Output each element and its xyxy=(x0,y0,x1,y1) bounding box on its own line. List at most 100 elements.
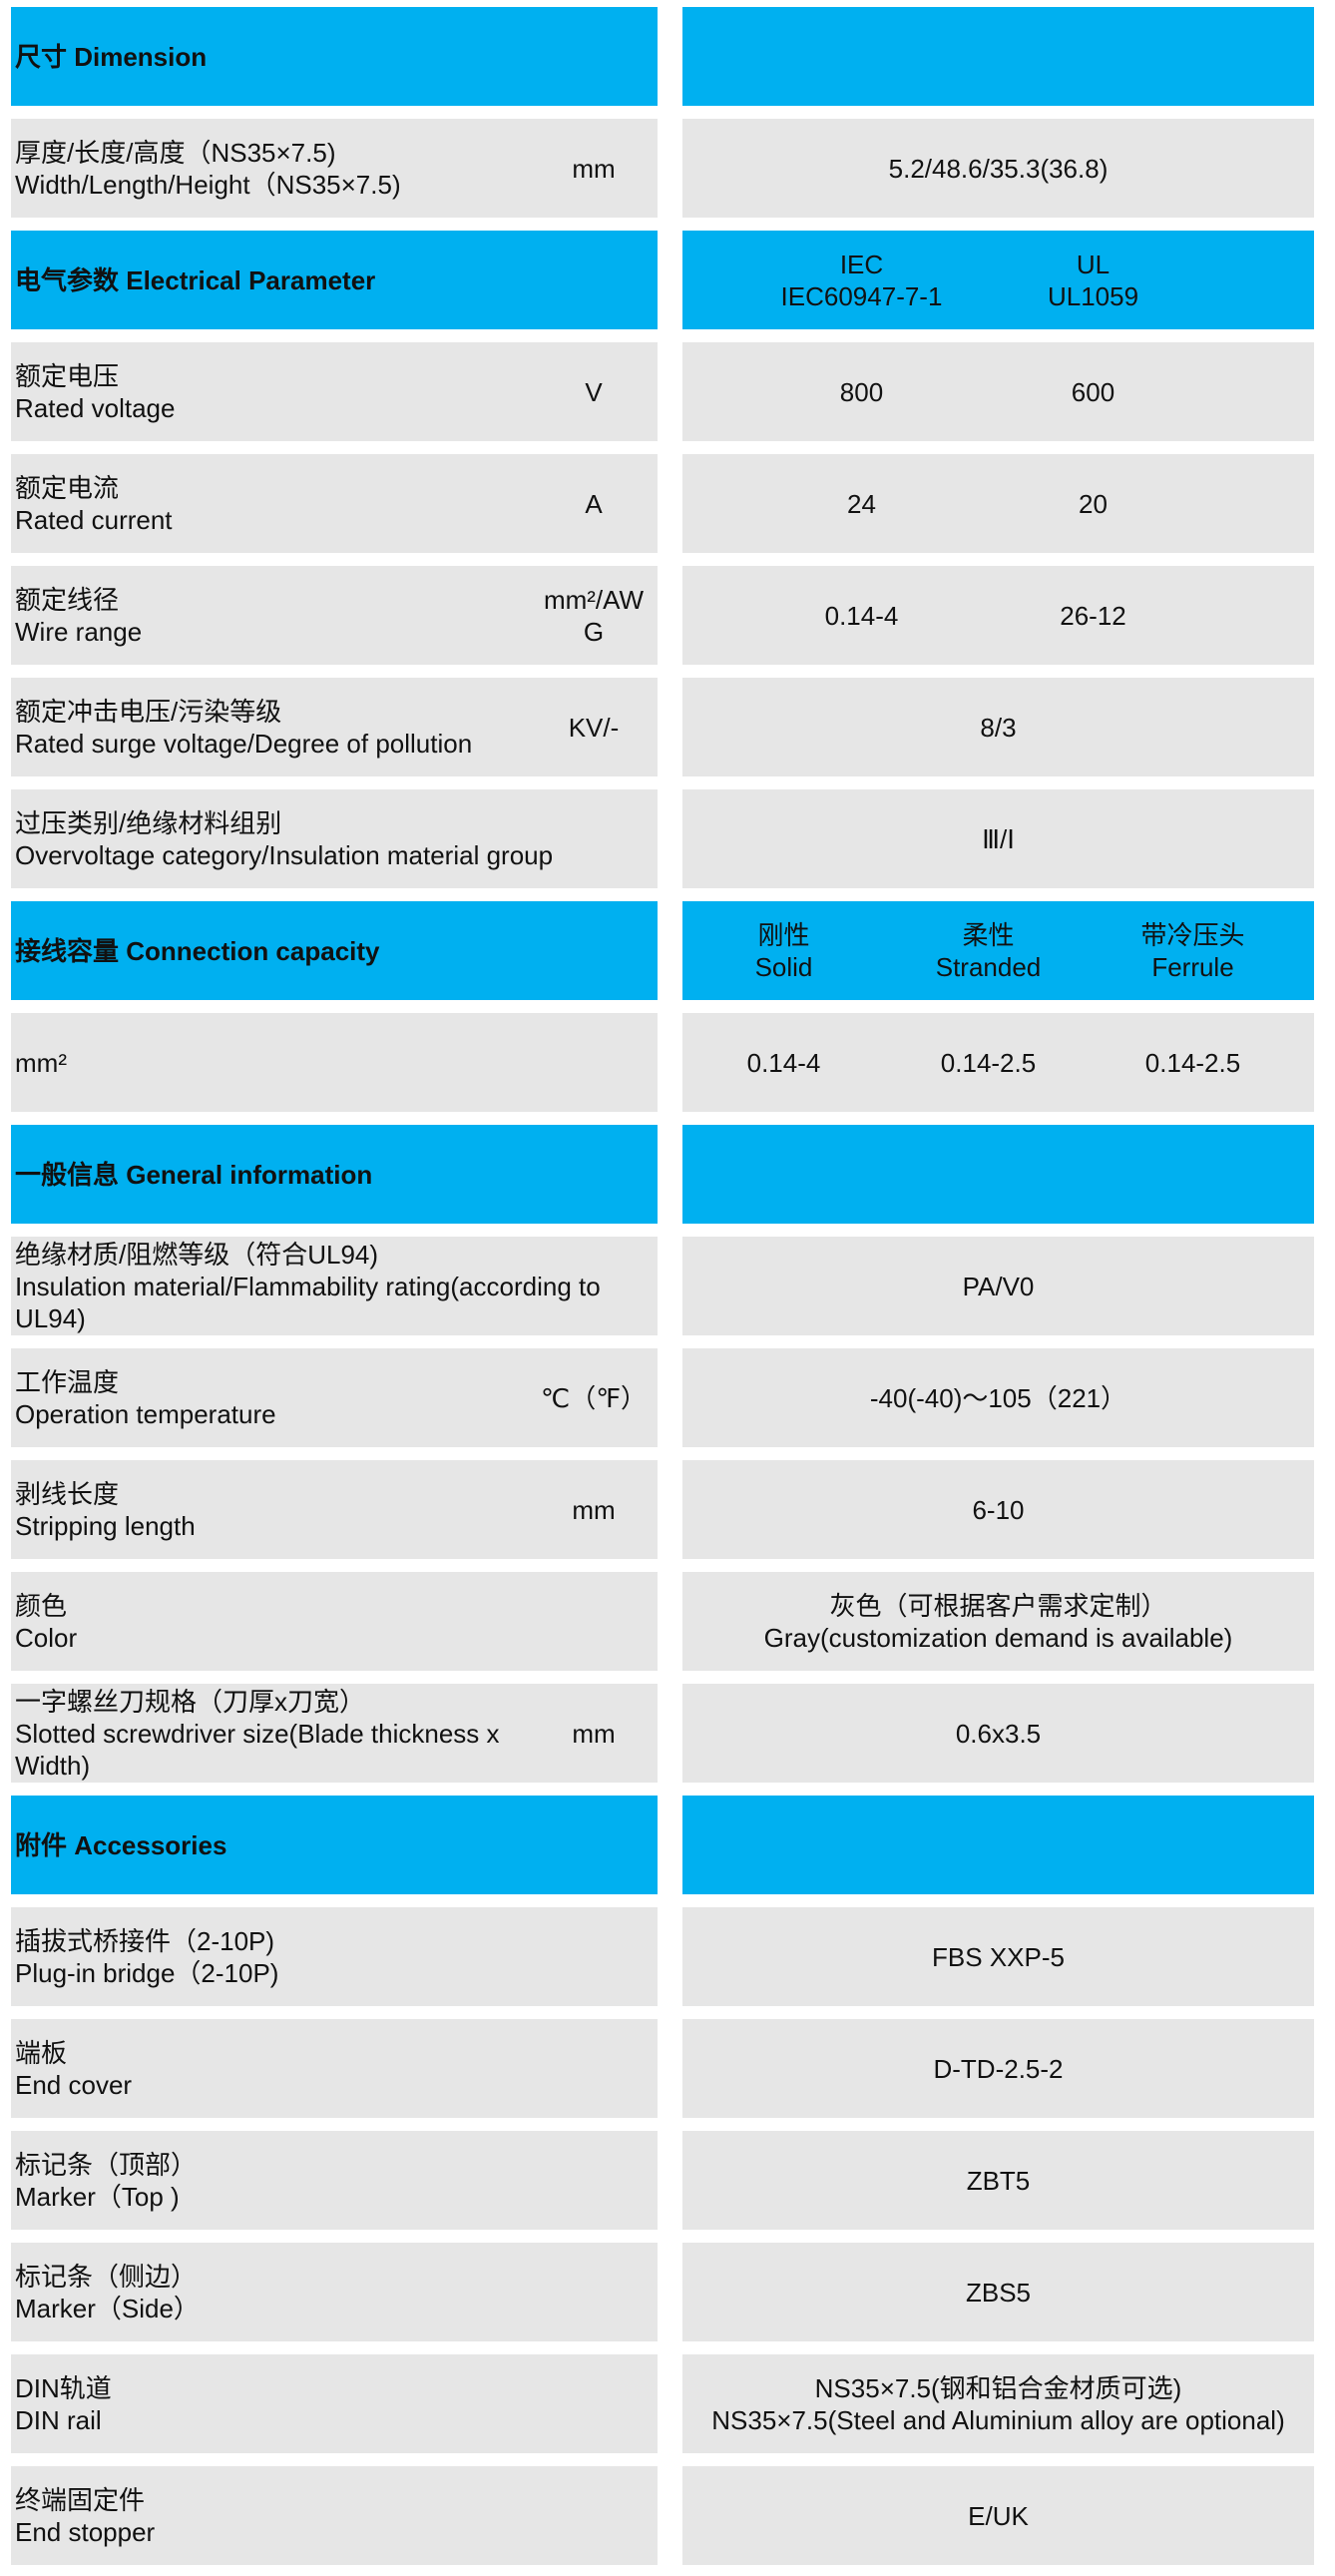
row-label: 过压类别/绝缘材料组别 Overvoltage category/Insulati… xyxy=(15,807,644,871)
unit-label: mm xyxy=(572,1718,616,1749)
label-line: 标记条（顶部） xyxy=(15,2149,198,2180)
label-line: End stopper xyxy=(15,2516,156,2547)
table-row: 一字螺丝刀规格（刀厚x刀宽） Slotted screwdriver size(B… xyxy=(0,1684,1335,1783)
value-column: 5.2/48.6/35.3(36.8) xyxy=(682,153,1314,185)
label-line: 标记条（侧边） xyxy=(15,2261,198,2292)
value-line: FBS XXP-5 xyxy=(932,1941,1065,1972)
row-label: 额定线径 Wire range xyxy=(15,584,524,648)
value-column: 26-12 xyxy=(979,600,1208,632)
unit-label: mm²/AWG xyxy=(543,584,645,647)
row-label: 额定冲击电压/污染等级 Rated surge voltage/Degree of… xyxy=(15,696,524,760)
value-column: 0.14-2.5 xyxy=(1091,1047,1295,1079)
row-value-cell: -40(-40)～105（221） xyxy=(682,1348,1314,1447)
value-column: 刚性 Solid xyxy=(681,919,886,983)
row-label-cell: 接线容量 Connection capacity xyxy=(11,901,658,1000)
table-row: 额定线径 Wire range mm²/AWG 0.14-4 26-12 xyxy=(0,566,1335,665)
label-line: Plug-in bridge（2-10P) xyxy=(15,1957,279,1988)
row-value-cell: 0.14-4 26-12 xyxy=(682,566,1314,665)
value-column: ZBT5 xyxy=(682,2165,1314,2197)
row-value-cell: NS35×7.5(钢和铝合金材质可选) NS35×7.5(Steel and Al… xyxy=(682,2354,1314,2453)
label-line: 尺寸 Dimension xyxy=(15,41,208,72)
row-value-cell: 5.2/48.6/35.3(36.8) xyxy=(682,119,1314,218)
section-header-row: 尺寸 Dimension xyxy=(0,7,1335,106)
value-columns: 0.14-4 0.14-2.5 0.14-2.5 xyxy=(682,1013,1314,1112)
value-line: E/UK xyxy=(968,2500,1029,2531)
value-line: 5.2/48.6/35.3(36.8) xyxy=(888,153,1109,184)
label-line: 工作温度 xyxy=(15,1366,120,1397)
row-value-cell: IEC IEC60947-7-1 UL UL1059 xyxy=(682,231,1314,329)
row-label-cell: 额定电压 Rated voltage V xyxy=(11,342,658,441)
row-value-cell: ZBT5 xyxy=(682,2131,1314,2230)
row-label-cell: 过压类别/绝缘材料组别 Overvoltage category/Insulati… xyxy=(11,789,658,888)
value-columns: E/UK xyxy=(682,2466,1314,2565)
value-line: Ⅲ/Ⅰ xyxy=(982,823,1015,854)
label-line: 额定电流 xyxy=(15,472,120,503)
row-label-cell: 工作温度 Operation temperature ℃（℉） xyxy=(11,1348,658,1447)
value-column: PA/V0 xyxy=(682,1271,1314,1302)
label-line: 颜色 xyxy=(15,1590,68,1621)
table-row: 绝缘材质/阻燃等级（符合UL94) Insulation material/Fla… xyxy=(0,1237,1335,1335)
row-label: 尺寸 Dimension xyxy=(15,41,644,73)
value-columns: 24 20 xyxy=(682,454,1314,553)
label-line: Color xyxy=(15,1622,78,1653)
value-line: 0.14-4 xyxy=(746,1047,821,1078)
value-line: 6-10 xyxy=(972,1494,1025,1525)
section-header-row: 电气参数 Electrical Parameter IEC IEC60947-7-1… xyxy=(0,231,1335,329)
row-label-cell: 终端固定件 End stopper xyxy=(11,2466,658,2565)
label-line: Insulation material/Flammability rating(… xyxy=(15,1271,601,1333)
row-label: 接线容量 Connection capacity xyxy=(15,935,644,967)
label-line: 附件 Accessories xyxy=(15,1829,227,1860)
label-line: 剥线长度 xyxy=(15,1478,120,1509)
value-line: UL1059 xyxy=(1047,280,1139,311)
row-label: 一字螺丝刀规格（刀厚x刀宽） Slotted screwdriver size(B… xyxy=(15,1686,524,1782)
row-value-cell: 0.14-4 0.14-2.5 0.14-2.5 xyxy=(682,1013,1314,1112)
value-column: 600 xyxy=(979,376,1208,408)
value-line: 带冷压头 xyxy=(1140,919,1245,950)
value-columns: 0.6x3.5 xyxy=(682,1684,1314,1783)
value-columns: 6-10 xyxy=(682,1460,1314,1559)
value-column: ZBS5 xyxy=(682,2277,1314,2309)
row-label: mm² xyxy=(15,1047,644,1079)
label-line: Marker（Top ) xyxy=(15,2181,180,2212)
row-value-cell: E/UK xyxy=(682,2466,1314,2565)
value-line: IEC xyxy=(839,249,884,279)
value-columns: PA/V0 xyxy=(682,1237,1314,1335)
unit-label: V xyxy=(585,376,603,407)
table-row: 厚度/长度/高度（NS35×7.5) Width/Length/Height（NS… xyxy=(0,119,1335,218)
label-line: 插拔式桥接件（2-10P) xyxy=(15,1925,275,1956)
value-columns: -40(-40)～105（221） xyxy=(682,1348,1314,1447)
value-line: UL xyxy=(1076,249,1111,279)
row-value-cell: 6-10 xyxy=(682,1460,1314,1559)
value-line: ZBT5 xyxy=(966,2165,1031,2196)
row-value-cell: 0.6x3.5 xyxy=(682,1684,1314,1783)
value-column: 带冷压头 Ferrule xyxy=(1091,919,1295,983)
table-row: 端板 End cover D-TD-2.5-2 xyxy=(0,2019,1335,2118)
value-line: 26-12 xyxy=(1060,600,1126,631)
value-column: -40(-40)～105（221） xyxy=(682,1382,1314,1414)
row-label-cell: 标记条（顶部） Marker（Top ) xyxy=(11,2131,658,2230)
value-columns: 800 600 xyxy=(682,342,1314,441)
label-line: mm² xyxy=(15,1047,67,1078)
value-line: 24 xyxy=(847,488,876,519)
label-line: 额定线径 xyxy=(15,584,120,615)
value-columns: IEC IEC60947-7-1 UL UL1059 xyxy=(682,231,1314,329)
value-line: PA/V0 xyxy=(962,1271,1035,1301)
unit-label: mm xyxy=(572,1494,616,1525)
value-line: 0.14-4 xyxy=(824,600,899,631)
label-line: Overvoltage category/Insulation material… xyxy=(15,839,554,870)
table-row: 额定电流 Rated current A 24 20 xyxy=(0,454,1335,553)
value-column: 20 xyxy=(979,488,1208,520)
value-column: 0.14-4 xyxy=(747,600,977,632)
label-line: Stripping length xyxy=(15,1510,196,1541)
label-line: DIN轨道 xyxy=(15,2372,112,2403)
value-line: 灰色（可根据客户需求定制） xyxy=(829,1590,1167,1621)
label-line: DIN rail xyxy=(15,2404,102,2435)
row-label-cell: 绝缘材质/阻燃等级（符合UL94) Insulation material/Fla… xyxy=(11,1237,658,1335)
row-value-cell: FBS XXP-5 xyxy=(682,1907,1314,2006)
label-line: Operation temperature xyxy=(15,1398,276,1429)
label-line: 电气参数 Electrical Parameter xyxy=(15,264,376,295)
row-label: 剥线长度 Stripping length xyxy=(15,1478,524,1542)
row-value-cell: PA/V0 xyxy=(682,1237,1314,1335)
row-label: 绝缘材质/阻燃等级（符合UL94) Insulation material/Fla… xyxy=(15,1239,644,1334)
label-line: End cover xyxy=(15,2069,133,2100)
